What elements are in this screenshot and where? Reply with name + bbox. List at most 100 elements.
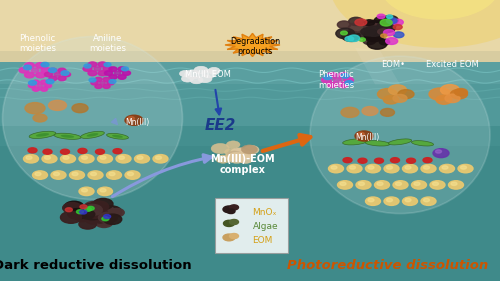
Circle shape [230,205,238,210]
Circle shape [414,182,420,185]
Ellipse shape [310,56,490,214]
Circle shape [366,27,380,35]
Circle shape [89,215,102,222]
Circle shape [83,66,92,71]
Ellipse shape [2,37,182,200]
Circle shape [134,155,150,163]
Circle shape [421,164,436,173]
Circle shape [85,210,98,216]
Circle shape [384,164,399,173]
Circle shape [366,21,382,30]
Polygon shape [225,33,280,56]
Circle shape [448,181,464,189]
Circle shape [83,204,102,215]
Circle shape [394,32,404,38]
Circle shape [82,189,87,192]
Circle shape [100,189,106,192]
Circle shape [386,166,392,169]
Circle shape [223,206,235,213]
Circle shape [226,141,240,149]
Ellipse shape [388,139,411,145]
Circle shape [347,164,362,173]
Circle shape [348,35,360,42]
Circle shape [36,72,46,78]
Circle shape [104,71,112,75]
Circle shape [380,24,396,32]
Text: EOM: EOM [252,236,273,245]
Circle shape [41,67,51,73]
Circle shape [380,39,390,45]
Circle shape [109,80,116,83]
Circle shape [116,155,131,163]
Circle shape [94,215,113,226]
Circle shape [421,197,436,205]
Circle shape [367,38,387,49]
Circle shape [98,187,112,196]
Circle shape [109,172,115,176]
Circle shape [60,149,70,154]
Circle shape [94,67,101,71]
Circle shape [98,155,112,163]
Circle shape [230,219,238,225]
Circle shape [51,171,66,179]
Circle shape [368,198,374,202]
Circle shape [376,20,390,27]
Circle shape [102,217,109,221]
Circle shape [454,89,468,96]
Circle shape [100,156,106,159]
Circle shape [64,201,84,212]
Ellipse shape [365,140,390,146]
Circle shape [80,206,99,217]
Circle shape [49,76,57,81]
Circle shape [216,155,230,163]
Circle shape [202,69,216,78]
Text: Photoreductive dissolution: Photoreductive dissolution [287,259,488,272]
Circle shape [41,62,49,67]
Circle shape [338,82,348,88]
Circle shape [82,210,100,220]
Circle shape [363,37,376,44]
Circle shape [78,210,95,219]
Circle shape [110,209,124,217]
Circle shape [84,207,91,211]
Circle shape [406,158,416,163]
Circle shape [368,166,374,169]
Circle shape [366,164,380,173]
Circle shape [412,181,426,189]
Circle shape [128,172,134,176]
Circle shape [61,71,69,75]
Circle shape [48,100,66,110]
Circle shape [40,87,48,91]
Circle shape [24,65,32,70]
Circle shape [98,71,107,76]
Circle shape [224,148,238,156]
Circle shape [234,149,250,158]
Circle shape [344,77,353,83]
Bar [0,62,500,70]
Circle shape [362,106,378,115]
Circle shape [227,209,235,214]
Circle shape [72,172,78,176]
Circle shape [458,164,473,173]
Circle shape [109,75,117,79]
Circle shape [450,89,468,99]
Circle shape [88,171,103,179]
Circle shape [24,63,34,68]
Circle shape [330,0,500,48]
Circle shape [79,155,94,163]
Circle shape [180,71,190,77]
Circle shape [223,234,235,241]
Circle shape [37,84,43,87]
Circle shape [327,72,337,78]
Circle shape [342,31,360,42]
Circle shape [328,164,344,173]
Circle shape [402,164,417,173]
Circle shape [338,21,350,28]
Text: Mn(III): Mn(III) [126,118,150,127]
Circle shape [122,67,128,71]
Circle shape [66,208,72,212]
Circle shape [35,172,41,176]
Circle shape [32,80,40,84]
Circle shape [122,71,130,75]
Circle shape [436,95,452,104]
